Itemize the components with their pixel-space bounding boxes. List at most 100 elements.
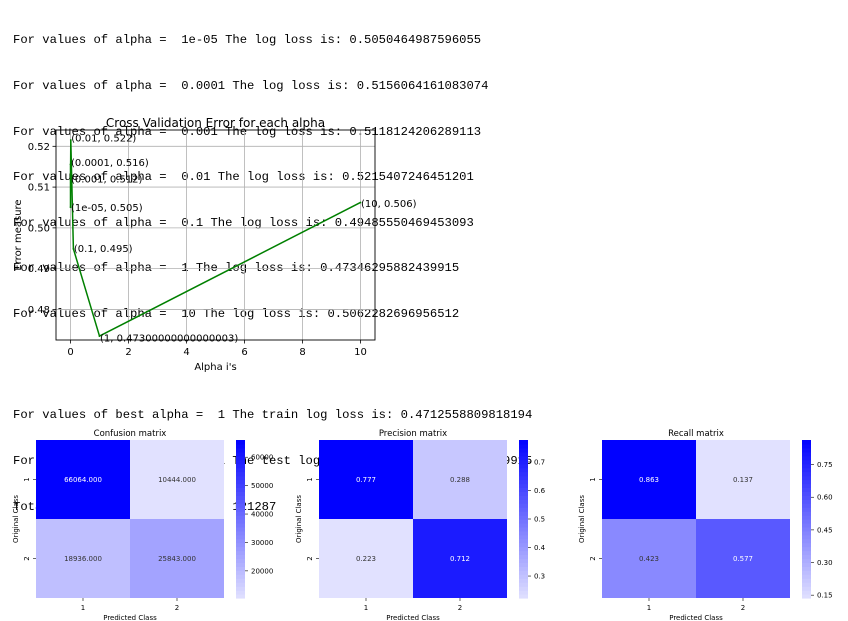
colorbar-tick-label: 20000 [251,567,273,575]
data-point [69,139,72,141]
colorbar-segment [236,519,245,524]
colorbar-segment [802,491,811,496]
colorbar-segment [236,503,245,508]
colorbar-segment [236,471,245,477]
colorbar-segment [802,526,811,532]
colorbar-segment [236,522,245,528]
colorbar-segment [802,534,811,540]
colorbar-segment [802,511,811,516]
colorbar-segment [236,582,245,587]
data-point [69,163,72,166]
colorbar-segment [236,511,245,516]
colorbar-segment [519,582,528,587]
colorbar-segment [236,463,245,469]
colorbar-segment [802,594,811,599]
heatmap-cell [36,440,130,519]
colorbar-segment [802,550,811,556]
heatmap-title: Precision matrix [379,429,447,439]
data-label: (1, 0.47300000000000003) [100,333,238,344]
colorbar-tick-label: 0.4 [534,544,546,552]
colorbar-segment [802,590,811,595]
colorbar-segment [236,507,245,512]
colorbar-segment [802,574,811,579]
data-point [98,335,101,337]
colorbar-segment [802,507,811,512]
colorbar-segment [519,562,528,567]
colorbar-segment [519,530,528,536]
colorbar-segment [519,590,528,595]
data-point [69,178,72,181]
x-tick-label: 1 [81,604,85,612]
colorbar-segment [236,534,245,540]
colorbar-segment [236,562,245,567]
colorbar-tick-label: 0.6 [534,487,546,495]
colorbar-segment [802,451,811,457]
cell-value-label: 10444.000 [158,476,196,484]
data-label: (0.0001, 0.516) [71,158,149,169]
y-tick-label: 0.49 [28,264,50,275]
colorbar-segment [802,522,811,528]
colorbar-segment [236,499,245,504]
x-tick-label: 8 [299,347,305,358]
heatmap-cell [413,440,507,519]
colorbar-segment [802,578,811,583]
colorbar-tick-label: 60000 [251,454,273,462]
x-axis-label: Predicted Class [669,614,723,621]
colorbar-segment [519,566,528,571]
cell-value-label: 18936.000 [64,555,102,563]
colorbar-segment [519,475,528,481]
colorbar-segment [519,463,528,469]
colorbar-tick-label: 0.5 [534,516,545,524]
colorbar-segment [519,479,528,485]
cell-value-label: 0.288 [450,476,470,484]
colorbar-segment [802,538,811,544]
colorbar-segment [519,522,528,528]
heatmap-cell [413,519,507,598]
colorbar-segment [519,440,528,445]
colorbar-segment [519,471,528,477]
cell-value-label: 0.137 [733,476,753,484]
colorbar-segment [802,459,811,465]
heatmap-cell [319,519,413,598]
colorbar-tick-label: 50000 [251,482,273,490]
colorbar-segment [236,487,245,492]
colorbar-segment [236,546,245,552]
colorbar-segment [519,554,528,560]
x-tick-label: 10 [354,347,367,358]
colorbar-tick-label: 40000 [251,511,273,519]
colorbar-segment [519,499,528,504]
colorbar-segment [519,519,528,524]
colorbar-segment [802,499,811,504]
colorbar-segment [236,578,245,583]
colorbar-segment [802,546,811,552]
y-tick-label: 1 [23,477,31,481]
colorbar-segment [519,451,528,457]
colorbar-segment [802,570,811,575]
log-line: For values of alpha = 0.0001 The log los… [13,79,489,93]
series-line [69,140,361,338]
colorbar-segment [236,440,245,445]
colorbar-segment [802,479,811,485]
colorbar-segment [236,467,245,473]
colorbar-segment [519,443,528,449]
colorbar-segment [236,515,245,520]
colorbar-segment [236,550,245,556]
x-tick-label: 1 [647,604,651,612]
colorbar-tick-label: 0.30 [817,559,833,567]
colorbar-segment [236,594,245,599]
cell-value-label: 66064.000 [64,476,102,484]
colorbar-segment [519,503,528,508]
colorbar-segment [802,515,811,520]
y-axis-label: Original Class [578,495,586,543]
cv-error-chart: Cross Validation Error for each alpha 0 2 4… [13,116,417,373]
log-line: For values of best alpha = 1 The train l… [13,408,533,423]
colorbar-segment [802,558,811,564]
colorbar-segment [236,530,245,536]
log-output-top: For values of alpha = 1e-05 The log loss… [13,3,488,337]
data-label: (0.1, 0.495) [74,244,133,255]
heatmap-cell [319,440,413,519]
x-tick-label: 1 [364,604,368,612]
colorbar-segment [236,495,245,500]
colorbar-segment [236,566,245,571]
colorbar-segment [802,586,811,591]
